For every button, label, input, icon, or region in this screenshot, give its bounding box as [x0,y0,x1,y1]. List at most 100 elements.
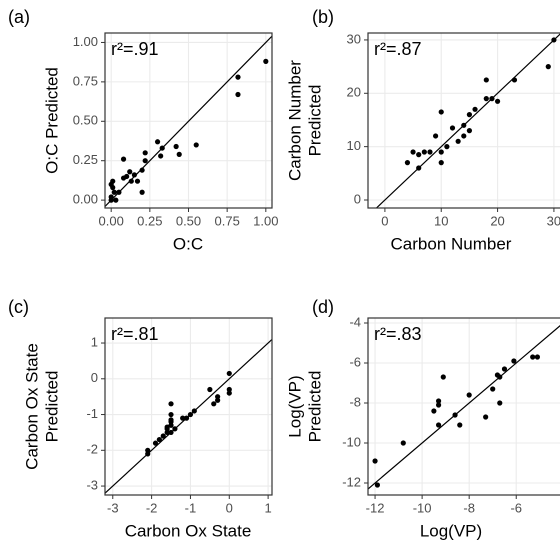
annotation: r²=.87 [374,39,422,59]
point [435,422,442,428]
point [180,415,186,421]
point [156,436,162,443]
point [116,189,122,195]
point [400,440,406,446]
point [416,152,422,158]
panel-label: (d) [312,297,334,317]
plot-background [368,318,560,495]
point [372,458,378,464]
x-axis-title: Carbon Ox State [125,521,252,540]
point [455,138,461,144]
identity-line [105,339,272,494]
point [545,64,551,70]
point [235,91,241,98]
point [193,142,199,148]
annotation: r²=.83 [374,324,422,344]
x-tick-label: 20 [490,213,504,228]
x-tick-label: 0 [226,500,233,515]
point [152,440,159,446]
x-axis-title: O:C [173,234,203,253]
plot-area [105,318,272,495]
plot-background [368,33,560,208]
annotation: r²=.91 [111,39,159,59]
point [410,149,416,155]
point [226,370,232,377]
y-tick-label: 0.25 [73,152,98,167]
y-tick-label: 1.00 [73,34,98,49]
x-tick-label: -1 [185,500,197,515]
point [176,151,182,157]
point [449,125,456,131]
plot-background [105,318,272,495]
y-tick-label: 0.50 [73,113,98,128]
point [128,178,134,184]
point [438,149,444,155]
point [483,96,489,102]
point [483,77,489,83]
y-tick-label: -10 [342,434,361,449]
point [164,429,170,436]
point [108,181,114,187]
x-tick-label: 0.75 [215,213,240,228]
plot-area [105,33,272,208]
point [416,165,422,171]
point [444,144,450,150]
point [452,412,458,418]
panel-border [367,32,560,209]
point [113,197,119,203]
point [438,160,444,166]
point [511,77,518,83]
point [461,122,467,128]
y-axis-title: Predicted [42,371,61,443]
point [164,424,170,430]
point [168,429,174,436]
point [191,408,197,414]
y-axis-title: Carbon Number [285,60,304,181]
y-tick-label: -8 [349,394,361,409]
point [127,169,133,175]
point [215,394,221,400]
point [124,173,130,180]
y-tick-label: -2 [86,442,98,457]
y-tick-label: 0.75 [73,73,98,88]
plot-area [368,318,560,495]
point [511,358,517,364]
point [183,415,190,421]
x-tick-label: -12 [366,500,385,515]
point [438,109,444,115]
panel-label: (b) [312,7,334,27]
point [497,400,503,406]
plot-area [368,33,560,208]
point [172,426,178,432]
point [235,74,241,80]
point [435,402,442,408]
y-tick-label: 30 [347,31,361,46]
y-tick-label: -6 [349,354,361,369]
point [211,401,217,407]
point [173,143,179,150]
point [501,366,508,372]
point [139,189,145,195]
point [551,37,557,43]
x-tick-label: 0.50 [176,213,201,228]
y-tick-label: 1 [91,334,98,349]
point [466,392,472,398]
point [489,96,495,102]
point [466,112,473,118]
point [530,354,536,360]
x-tick-label: -3 [107,500,119,515]
x-tick-label: 30 [547,213,560,228]
point [404,160,411,166]
panel-label: (a) [8,7,30,27]
x-tick-label: 10 [434,213,448,228]
y-tick-label: -12 [342,474,361,489]
point [497,374,503,380]
point [490,386,496,392]
point [139,167,145,173]
point [158,153,164,159]
point [494,98,501,104]
point [226,386,232,393]
point [168,401,174,407]
y-tick-label: 0.00 [73,192,98,207]
